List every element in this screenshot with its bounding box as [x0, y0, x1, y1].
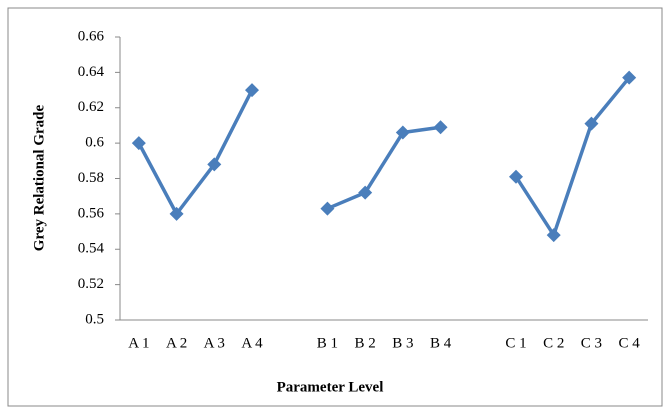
- y-tick-label: 0.58: [78, 170, 104, 186]
- marker: [320, 201, 335, 216]
- x-tick-label: B 2: [355, 335, 376, 351]
- x-tick-label: C 4: [619, 335, 641, 351]
- x-axis-title: Parameter Level: [277, 379, 384, 395]
- x-tick-label: C 3: [581, 335, 602, 351]
- y-tick-label: 0.62: [78, 99, 104, 115]
- marker: [395, 125, 410, 140]
- marker: [546, 228, 561, 243]
- marker: [509, 169, 523, 184]
- marker: [584, 116, 599, 131]
- x-tick-label: A 3: [204, 335, 225, 351]
- marker: [169, 206, 184, 221]
- x-tick-label: A 2: [166, 335, 187, 351]
- marker: [358, 185, 373, 200]
- x-tick-label: A 1: [128, 335, 149, 351]
- marker: [131, 136, 146, 151]
- x-tick-label: B 4: [430, 335, 452, 351]
- y-tick-label: 0.56: [78, 205, 105, 221]
- y-tick-label: 0.64: [78, 64, 105, 80]
- marker: [207, 157, 222, 172]
- x-tick-label: C 2: [543, 335, 564, 351]
- marker: [245, 83, 259, 98]
- y-tick-label: 0.5: [85, 311, 104, 327]
- marker: [433, 120, 448, 135]
- line: [137, 76, 631, 237]
- x-tick-label: A 4: [241, 335, 263, 351]
- x-tick-label: B 1: [317, 335, 338, 351]
- y-tick-label: 0.52: [78, 276, 104, 292]
- y-tick-label: 0.54: [78, 241, 105, 257]
- marker: [622, 70, 637, 85]
- y-tick-label: 0.66: [78, 28, 105, 44]
- x-tick-label: B 3: [392, 335, 413, 351]
- y-axis-title: Grey Relational Grade: [31, 104, 47, 251]
- x-tick-label: C 1: [505, 335, 526, 351]
- y-tick-label: 0.6: [85, 135, 104, 151]
